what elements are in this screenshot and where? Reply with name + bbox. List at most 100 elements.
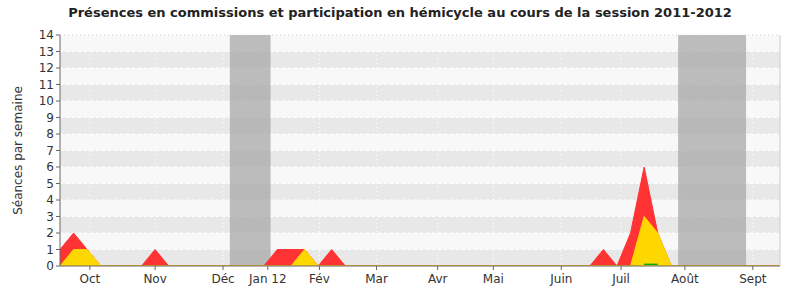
x-tick <box>223 266 224 270</box>
grid-line <box>223 35 224 266</box>
x-tick-label: Oct <box>80 272 101 286</box>
grid-band <box>60 85 780 102</box>
x-tick-label: Sept <box>739 272 767 286</box>
grid-line <box>376 35 377 266</box>
grid-line <box>493 35 494 266</box>
x-tick-label: Mar <box>365 272 388 286</box>
y-tick <box>56 117 60 118</box>
x-tick-label: Mai <box>483 272 504 286</box>
grid-line <box>60 84 780 85</box>
grid-line <box>155 35 156 266</box>
y-tick <box>56 183 60 184</box>
y-tick <box>56 51 60 52</box>
x-tick <box>376 266 377 270</box>
y-tick-label: 3 <box>46 210 54 224</box>
x-tick <box>493 266 494 270</box>
plot-area <box>60 35 780 266</box>
grid-line <box>89 35 90 266</box>
y-tick-label: 2 <box>46 226 54 240</box>
grid-band <box>60 118 780 135</box>
x-tick <box>155 266 156 270</box>
chart: 01234567891011121314OctNovDécJan 12FévMa… <box>0 0 800 300</box>
x-tick <box>561 266 562 270</box>
frame <box>780 35 781 266</box>
grid-line <box>319 35 320 266</box>
y-tick-label: 12 <box>39 61 54 75</box>
y-tick <box>56 233 60 234</box>
y-tick <box>56 216 60 217</box>
grid-line <box>60 117 780 118</box>
shaded-period <box>230 35 271 266</box>
grid-line <box>437 35 438 266</box>
x-axis <box>60 266 780 267</box>
grid-line <box>60 249 780 250</box>
y-tick-label: 13 <box>39 45 54 59</box>
x-tick-label: Juin <box>549 272 572 286</box>
x-tick <box>684 266 685 270</box>
x-tick <box>437 266 438 270</box>
y-tick <box>56 134 60 135</box>
y-tick <box>56 266 60 267</box>
grid-line <box>60 266 780 267</box>
y-tick <box>56 200 60 201</box>
y-tick-label: 6 <box>46 160 54 174</box>
y-tick <box>56 84 60 85</box>
y-tick-label: 10 <box>39 94 54 108</box>
y-axis-label: Séances par semaine <box>11 86 25 215</box>
grid-line <box>752 35 753 266</box>
grid-line <box>60 183 780 184</box>
y-tick-label: 11 <box>39 78 54 92</box>
grid-line <box>60 35 780 36</box>
grid-line <box>60 134 780 135</box>
x-tick-label: Déc <box>211 272 234 286</box>
grid-line <box>60 150 780 151</box>
area <box>60 217 780 267</box>
y-tick <box>56 35 60 36</box>
grid-line <box>60 68 780 69</box>
grid-line <box>60 216 780 217</box>
plot-background <box>60 35 780 266</box>
grid-line <box>60 167 780 168</box>
shaded-period <box>678 35 746 266</box>
x-tick <box>621 266 622 270</box>
y-tick-label: 8 <box>46 127 54 141</box>
x-tick <box>267 266 268 270</box>
x-tick <box>752 266 753 270</box>
grid-line <box>60 51 780 52</box>
x-tick-label: Jan 12 <box>248 272 287 286</box>
x-tick-label: Nov <box>143 272 166 286</box>
grid-line <box>621 35 622 266</box>
line <box>644 264 658 266</box>
grid-band <box>60 52 780 69</box>
x-tick-label: Juil <box>611 272 630 286</box>
x-tick-label: Avr <box>428 272 448 286</box>
y-tick <box>56 150 60 151</box>
y-tick-label: 9 <box>46 111 54 125</box>
grid-band <box>60 217 780 234</box>
x-tick-label: Fév <box>309 272 330 286</box>
y-tick-label: 0 <box>46 259 54 273</box>
grid-line <box>60 200 780 201</box>
grid-line <box>561 35 562 266</box>
y-tick-label: 5 <box>46 177 54 191</box>
y-tick-label: 4 <box>46 193 54 207</box>
y-tick <box>56 101 60 102</box>
y-tick <box>56 249 60 250</box>
frame <box>60 35 780 36</box>
grid-band <box>60 151 780 168</box>
x-tick <box>89 266 90 270</box>
grid-band <box>60 250 780 267</box>
grid-band <box>60 184 780 201</box>
x-tick <box>319 266 320 270</box>
grid-line <box>60 101 780 102</box>
y-tick <box>56 167 60 168</box>
y-tick-label: 14 <box>39 28 54 42</box>
y-tick-label: 1 <box>46 243 54 257</box>
title: Présences en commissions et participatio… <box>68 5 732 20</box>
y-tick-label: 7 <box>46 144 54 158</box>
y-axis <box>60 35 61 266</box>
grid-line <box>60 233 780 234</box>
y-tick <box>56 68 60 69</box>
x-tick-label: Août <box>671 272 699 286</box>
area <box>60 167 780 266</box>
